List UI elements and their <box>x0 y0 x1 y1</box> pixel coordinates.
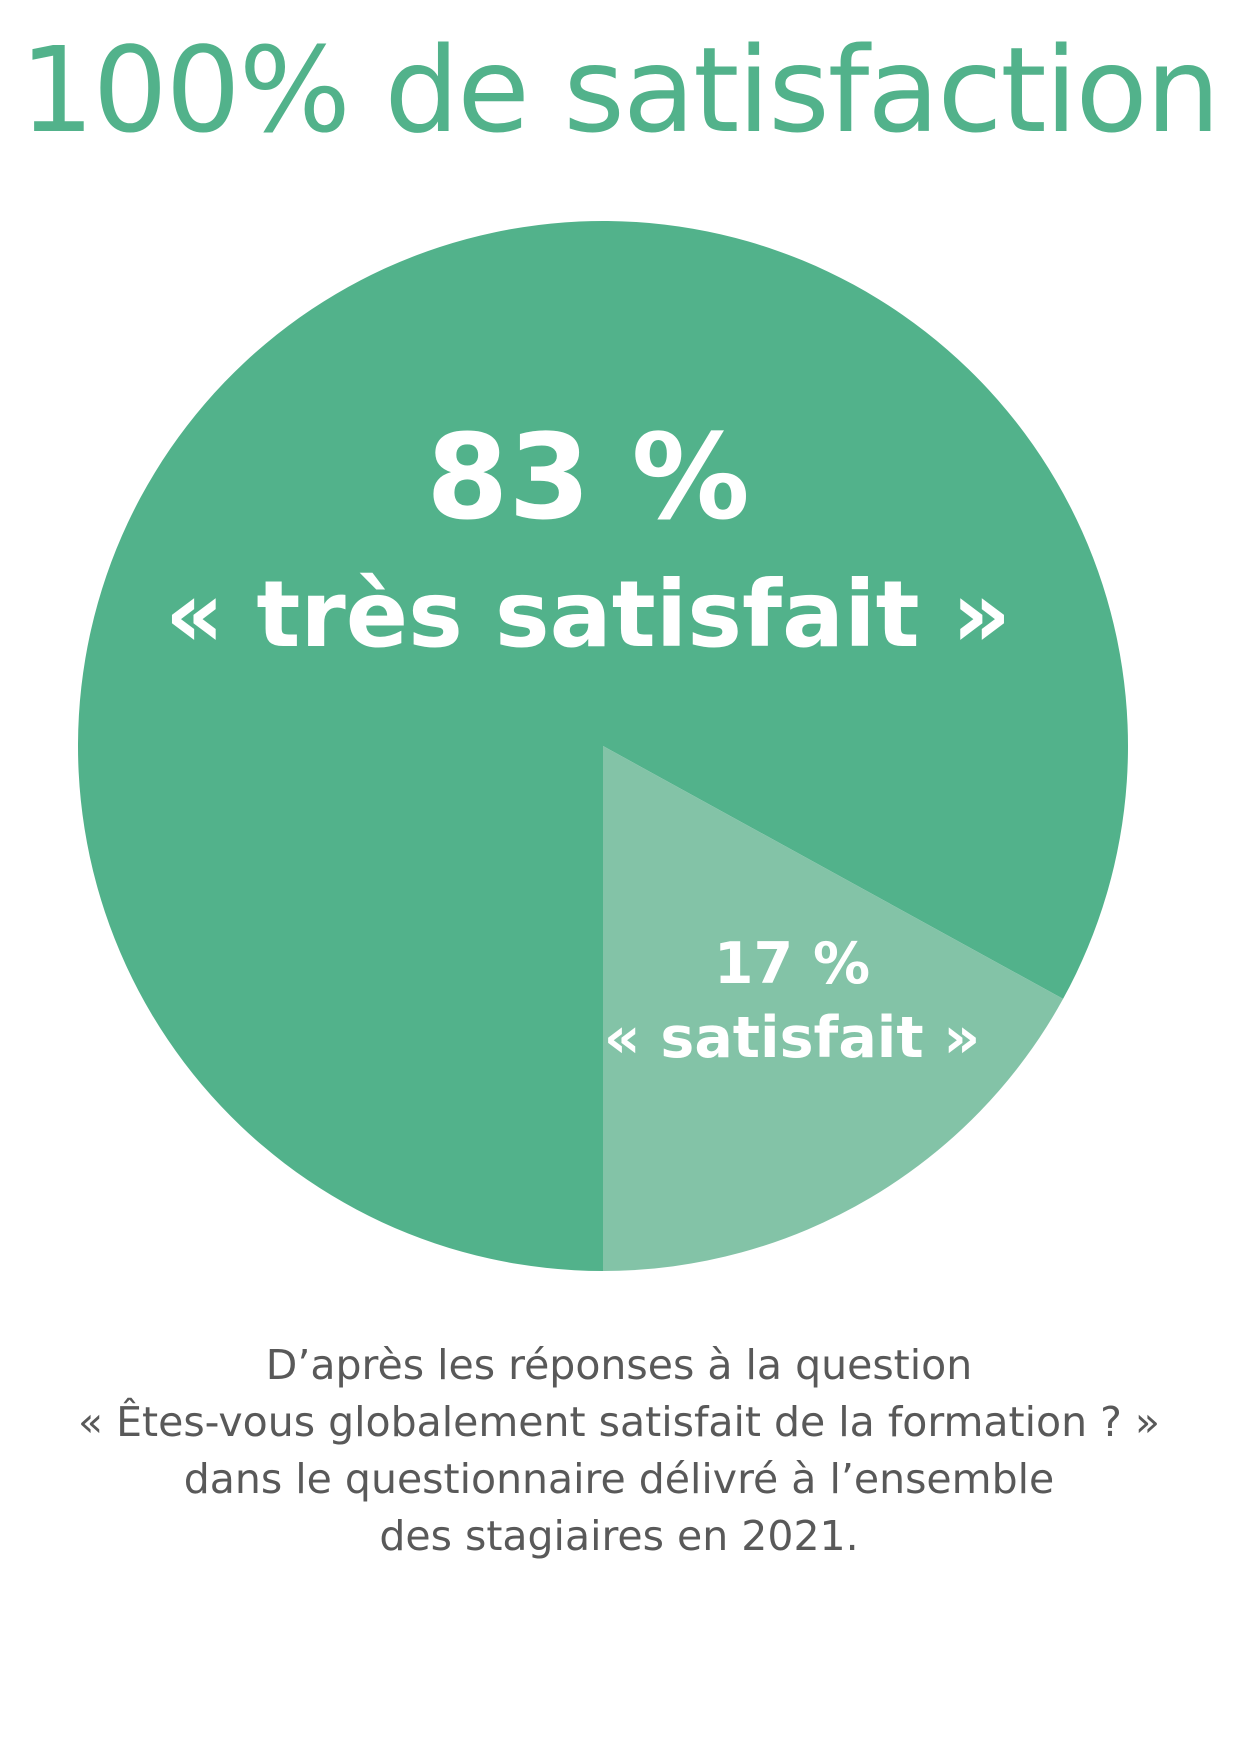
caption: D’après les réponses à la question « Ête… <box>0 1337 1238 1565</box>
pie-slices <box>78 220 1129 1271</box>
caption-line: D’après les réponses à la question <box>265 1341 973 1389</box>
pie-labels: 83 % « très satisfait » 17 % « satisfait » <box>165 408 1011 1071</box>
page-title: 100% de satisfaction <box>19 21 1221 159</box>
pie-category-label-satisfait: « satisfait » <box>604 1005 980 1071</box>
caption-line: « Êtes-vous globalement satisfait de la … <box>78 1398 1160 1446</box>
caption-line: dans le questionnaire délivré à l’ensemb… <box>183 1455 1055 1503</box>
pie-slice-tres-satisfait <box>78 220 1129 1271</box>
caption-line: des stagiaires en 2021. <box>379 1512 859 1560</box>
pie-category-label-tres-satisfait: « très satisfait » <box>165 561 1011 668</box>
pie-slice-satisfait <box>603 746 1064 1271</box>
pie-value-label-tres-satisfait: 83 % <box>426 408 750 546</box>
pie-value-label-satisfait: 17 % <box>714 931 870 997</box>
